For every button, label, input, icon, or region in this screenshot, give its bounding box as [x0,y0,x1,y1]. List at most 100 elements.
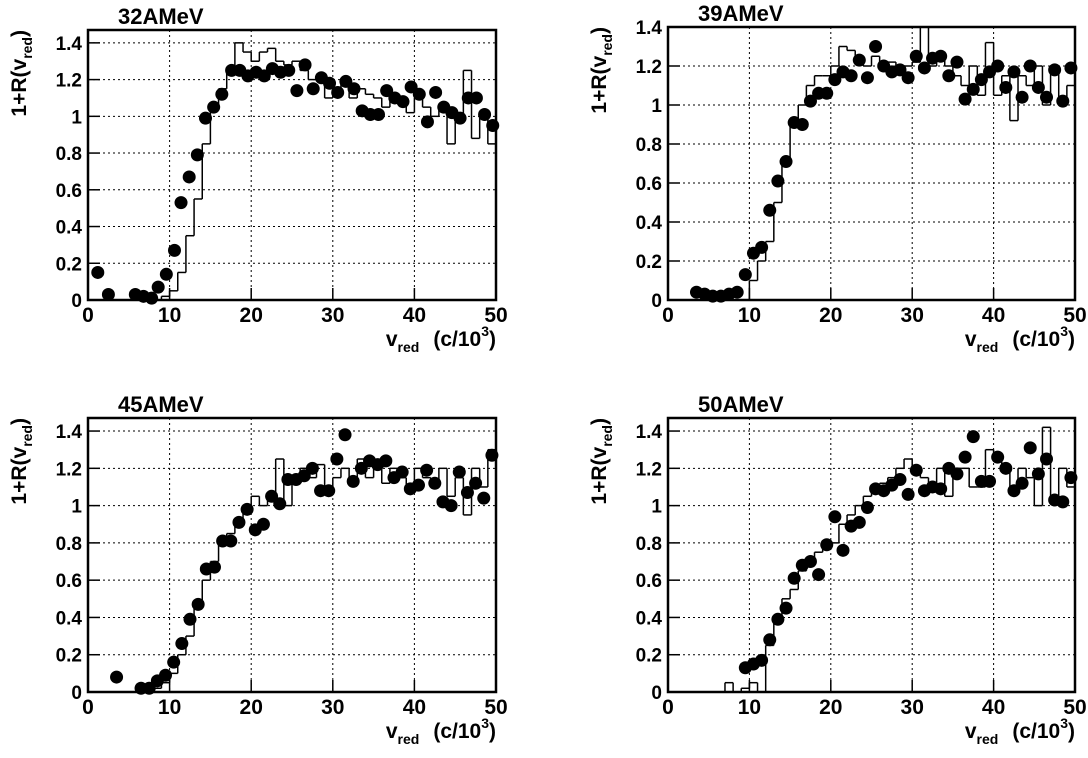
x-label-sup: 3 [1060,323,1068,339]
data-point [966,82,980,96]
y-tick-label: 0.4 [56,608,83,629]
data-point [182,170,196,184]
x-label-close: ) [1068,328,1075,351]
data-point [151,280,165,294]
data-point [305,461,319,475]
y-tick-label: 0.4 [56,218,83,239]
y-tick-label: 1.2 [56,71,82,92]
data-point [215,87,229,101]
x-label-sup: 3 [1060,715,1068,731]
data-point [346,474,360,488]
data-point [1048,63,1062,77]
data-point [207,100,221,114]
data-point [755,653,769,667]
data-point [420,463,434,477]
x-tick-label: 0 [662,304,674,327]
data-point [779,155,793,169]
y-tick-label: 1 [651,497,662,518]
x-tick-label: 50 [484,696,507,719]
data-point [306,82,320,96]
data-point [452,465,466,479]
y-tick-label: 0.6 [56,181,82,202]
data-point [999,461,1013,475]
data-point [869,40,883,53]
x-tick-label: 30 [321,696,344,719]
x-tick-label: 10 [738,696,761,719]
data-point [207,560,221,574]
data-point [1007,65,1021,79]
data-point [330,452,344,466]
data-point [191,597,205,611]
data-point [983,474,997,488]
data-point [469,476,483,490]
x-label-mid: (c/10 [433,720,481,743]
y-tick-label: 0.4 [636,608,663,629]
data-point [958,92,972,106]
y-label-sub: red [19,425,35,447]
panel: 0 10 20 30 40 5000.20.40.60.811.21.450AMeVvre… [588,392,1087,747]
data-point [159,668,173,682]
data-point [428,476,442,490]
y-label-main: 1+R(v [8,58,31,116]
y-tick-label: 0.8 [56,534,82,555]
y-tick-label: 0.8 [636,534,662,555]
data-point [199,111,213,125]
data-point [950,55,964,69]
data-point [738,268,752,282]
data-point [323,76,337,90]
data-point [460,486,474,500]
data-point [322,484,336,498]
data-point [420,115,434,129]
x-tick-label: 40 [982,304,1005,327]
panel-title: 45AMeV [118,392,204,417]
y-tick-label: 0.2 [636,252,662,273]
data-point [828,510,842,524]
data-point [909,49,923,63]
y-axis-label: 1+R(vred) [8,418,35,505]
data-point [429,85,443,99]
y-tick-label: 0.2 [56,254,82,275]
plot-frame [86,28,498,302]
y-tick-label: 1 [71,107,82,128]
x-tick-label: 50 [1063,696,1086,719]
data-point [860,500,874,514]
y-label-sub: red [19,37,35,59]
x-tick-label: 50 [484,304,507,327]
x-tick-label: 0 [662,696,674,719]
x-tick-label: 30 [901,696,924,719]
x-axis-label: vred (c/103) [965,715,1075,747]
x-tick-label: 0 [82,304,94,327]
data-point [396,95,410,109]
data-point [1023,441,1037,455]
data-point [379,454,393,468]
data-point [91,265,105,279]
data-point [486,119,500,133]
data-point [860,71,874,85]
x-label-main: v [386,720,398,743]
data-point [1040,90,1054,104]
data-point [958,450,972,464]
panel: 0 10 20 30 40 5000.20.40.60.811.21.445AMeVvre… [8,392,508,747]
y-tick-label: 1.2 [636,459,662,480]
x-tick-label: 50 [1063,304,1086,327]
y-axis-label: 1+R(vred) [588,418,615,505]
y-tick-label: 1 [71,497,82,518]
data-point [240,502,254,516]
data-point [469,91,483,105]
x-label-sub: red [398,339,420,355]
data-point [145,291,159,305]
panel-title: 50AMeV [698,392,784,417]
x-label-close: ) [1068,720,1075,743]
y-tick-label: 0.8 [56,144,82,165]
data-point [478,107,492,121]
panel: 0 10 20 30 40 5000.20.40.60.811.21.432AMeVvre… [8,4,508,355]
y-tick-label: 0.6 [636,174,662,195]
data-point [917,61,931,75]
data-point [159,267,173,281]
data-point [1031,467,1045,481]
data-point [909,463,923,477]
x-label-mid: (c/10 [433,328,481,351]
data-point [771,174,785,188]
x-tick-label: 20 [819,696,842,719]
data-point [110,670,124,684]
